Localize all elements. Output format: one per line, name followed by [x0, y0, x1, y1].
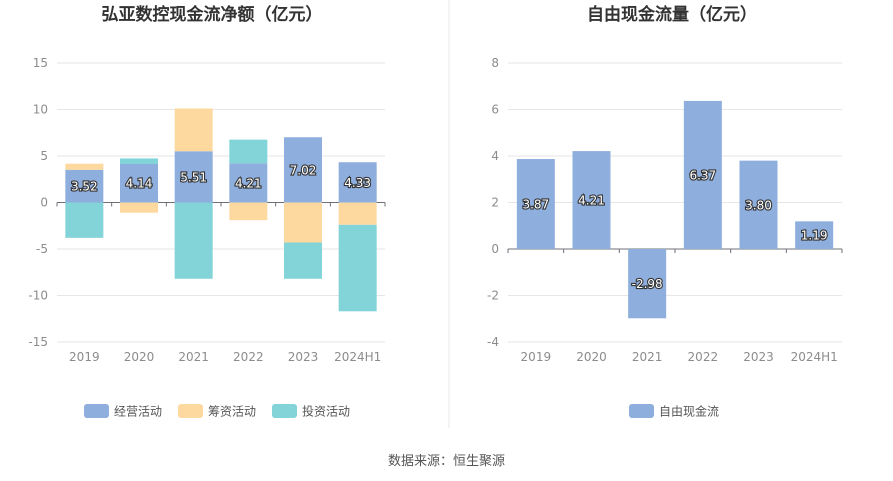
- bar-经营活动-2020: [120, 163, 158, 203]
- legend-swatch: [84, 404, 109, 418]
- free-cash-flow-chart: 自由现金流量（亿元） 8 6 4 2 0 -2 -4 2019 2020 2021 2022 2023 2…: [487, 4, 843, 419]
- legend-swatch: [629, 404, 654, 418]
- x-tick-label: 2019: [521, 350, 552, 364]
- bar-筹资活动-2023: [284, 202, 322, 243]
- bar-经营活动-2021: [174, 151, 213, 203]
- legend-item[interactable]: 投资活动: [272, 404, 350, 419]
- y-tick-label: -2: [487, 289, 499, 303]
- bar-自由现金流-2020: [572, 151, 611, 249]
- y-tick-label: 5: [40, 149, 48, 163]
- legend-item[interactable]: 自由现金流: [629, 404, 719, 419]
- x-tick-label: 2021: [178, 350, 209, 364]
- legend-swatch: [272, 404, 297, 418]
- bar-筹资活动-2024H1: [338, 202, 377, 225]
- bar-经营活动-2023: [284, 137, 322, 203]
- y-tick-label: 8: [491, 56, 499, 70]
- x-tick-label: 2023: [288, 350, 319, 364]
- y-tick-label: 10: [33, 103, 48, 117]
- bar-投资活动-2019: [65, 202, 104, 238]
- data-label: 5.51: [180, 170, 207, 184]
- x-tick-label: 2021: [632, 350, 663, 364]
- bar-经营活动-2024H1: [338, 162, 377, 203]
- y-tick-label: 0: [491, 242, 499, 256]
- data-label: 7.02: [290, 163, 317, 177]
- legend-label: 经营活动: [114, 405, 162, 419]
- x-tick-label: 2020: [124, 350, 155, 364]
- x-tick-label: 2019: [69, 350, 100, 364]
- bar-投资活动-2020: [120, 158, 158, 164]
- legend-item[interactable]: 筹资活动: [178, 404, 256, 419]
- bar-投资活动-2021: [174, 202, 213, 279]
- data-label: 4.21: [235, 176, 262, 190]
- x-tick-label: 2022: [688, 350, 719, 364]
- bar-自由现金流-2021: [628, 249, 667, 319]
- chart-title: 弘亚数控现金流净额（亿元）: [102, 4, 323, 25]
- bar-自由现金流-2023: [739, 160, 778, 249]
- y-tick-label: 2: [491, 196, 499, 210]
- x-tick-label: 2024H1: [791, 350, 838, 364]
- data-label: 3.87: [522, 198, 549, 212]
- chart-title: 自由现金流量（亿元）: [587, 4, 757, 25]
- legend-label: 筹资活动: [208, 405, 256, 419]
- y-tick-label: -5: [36, 242, 48, 256]
- x-tick-label: 2024H1: [334, 350, 381, 364]
- data-label: 3.80: [745, 198, 772, 212]
- y-tick-label: -4: [487, 335, 499, 349]
- y-tick-label: 6: [491, 103, 499, 117]
- bar-筹资活动-2020: [120, 202, 158, 213]
- bar-投资活动-2024H1: [338, 224, 377, 312]
- bar-投资活动-2022: [229, 139, 268, 164]
- bar-经营活动-2022: [229, 163, 268, 203]
- bar-筹资活动-2019: [65, 163, 104, 170]
- legend-item[interactable]: 经营活动: [84, 404, 162, 419]
- x-tick-label: 2023: [743, 350, 774, 364]
- bar-经营活动-2019: [65, 169, 104, 203]
- data-label: 4.21: [578, 194, 605, 208]
- data-label: 4.14: [126, 177, 153, 191]
- x-tick-label: 2022: [233, 350, 264, 364]
- bar-投资活动-2023: [284, 242, 322, 279]
- y-tick-label: -15: [28, 335, 48, 349]
- data-label: 3.52: [71, 180, 98, 194]
- bar-筹资活动-2022: [229, 202, 268, 221]
- y-tick-label: 15: [33, 56, 48, 70]
- legend-label: 投资活动: [302, 404, 350, 419]
- y-tick-label: -10: [28, 289, 48, 303]
- bar-筹资活动-2021: [174, 108, 213, 152]
- bar-自由现金流-2019: [516, 159, 555, 249]
- data-label: 4.33: [344, 176, 371, 190]
- legend-swatch: [178, 404, 203, 418]
- bar-自由现金流-2024H1: [795, 221, 834, 249]
- y-tick-label: 4: [491, 149, 499, 163]
- legend-label: 自由现金流: [659, 404, 719, 419]
- source-note: 数据来源：恒生聚源: [388, 454, 505, 469]
- data-label: 1.19: [801, 229, 828, 243]
- cash-flow-chart: 弘亚数控现金流净额（亿元） 15 10 5 0 -5 -10 -15 2019 2020 2021 2…: [28, 4, 386, 419]
- bar-自由现金流-2022: [683, 100, 722, 250]
- y-tick-label: 0: [40, 196, 48, 210]
- x-tick-label: 2020: [576, 350, 607, 364]
- data-label: -2.98: [632, 277, 663, 291]
- data-label: 6.37: [689, 168, 716, 182]
